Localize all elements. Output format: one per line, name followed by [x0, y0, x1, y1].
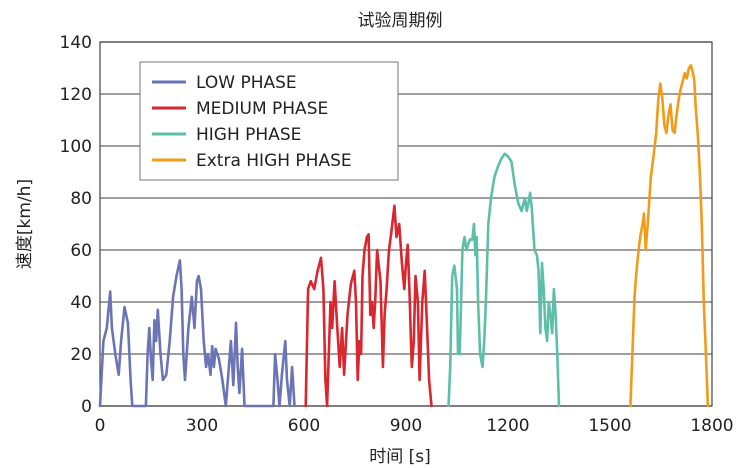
y-tick-label: 120	[60, 85, 92, 105]
legend-label-3: HIGH PHASE	[196, 125, 301, 145]
x-tick-label: 1500	[588, 416, 631, 436]
x-tick-label: 1200	[486, 416, 529, 436]
series-line-1	[98, 259, 296, 408]
series-lines	[98, 64, 710, 408]
legend-label-4: Extra HIGH PHASE	[196, 151, 352, 171]
legend-label-1: LOW PHASE	[196, 73, 297, 93]
x-axis-ticks: 0 300 600 900 1200 1500 1800	[95, 416, 734, 436]
y-tick-label: 0	[81, 397, 92, 417]
series-line-2	[304, 204, 433, 408]
legend: LOW PHASE MEDIUM PHASE HIGH PHASE Extra HIG…	[139, 61, 399, 181]
y-tick-label: 40	[70, 293, 92, 313]
x-tick-label: 1800	[690, 416, 733, 436]
y-axis-ticks: 0 20 40 60 80 100 120 140	[60, 33, 92, 417]
series-line-4	[629, 64, 710, 408]
x-axis-label: 时间 [s]	[369, 447, 431, 467]
y-tick-label: 20	[70, 345, 92, 365]
series-line-3	[447, 152, 561, 408]
y-tick-label: 140	[60, 33, 92, 53]
x-tick-label: 0	[95, 416, 106, 436]
x-tick-label: 900	[390, 416, 422, 436]
chart-title: 试验周期例	[358, 11, 443, 31]
y-tick-label: 80	[70, 189, 92, 209]
x-tick-label: 300	[186, 416, 218, 436]
legend-label-2: MEDIUM PHASE	[196, 99, 328, 119]
y-tick-label: 60	[70, 241, 92, 261]
plot-frame	[99, 41, 713, 407]
y-tick-label: 100	[60, 137, 92, 157]
x-tick-label: 600	[288, 416, 320, 436]
y-axis-label: 速度[km/h]	[15, 179, 35, 269]
